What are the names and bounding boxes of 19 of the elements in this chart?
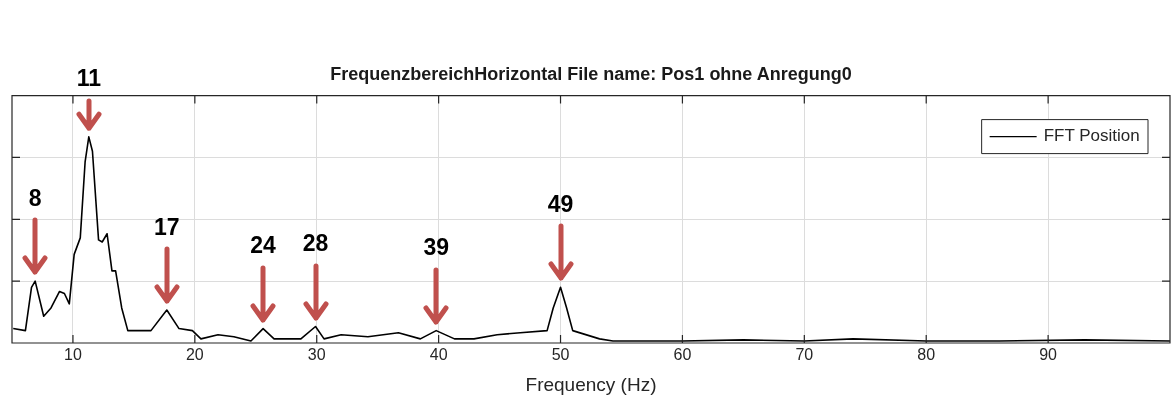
x-tick-label: 20 bbox=[185, 346, 204, 364]
x-tick-label: 90 bbox=[1039, 346, 1058, 364]
x-tick-label: 40 bbox=[429, 346, 448, 364]
legend-label: FFT Position bbox=[1043, 126, 1140, 146]
x-axis-title: Frequency (Hz) bbox=[525, 373, 657, 395]
x-tick-label: 30 bbox=[307, 346, 326, 364]
chart-title: FrequenzbereichHorizontal File name: Pos1 ohne Anregung0 bbox=[330, 63, 852, 84]
annotation: 28 bbox=[302, 230, 329, 257]
x-tick-label: 60 bbox=[673, 346, 692, 364]
annotation: 39 bbox=[423, 234, 449, 261]
x-tick-label: 80 bbox=[917, 346, 936, 364]
x-tick-label: 50 bbox=[551, 346, 570, 364]
annotation: 17 bbox=[154, 213, 180, 240]
x-tick-label: 10 bbox=[64, 346, 82, 364]
annotation: 24 bbox=[250, 232, 277, 259]
annotation: 49 bbox=[547, 191, 574, 218]
annotation: 8 bbox=[28, 184, 42, 211]
annotation: 11 bbox=[76, 65, 102, 92]
x-tick-label: 70 bbox=[795, 346, 814, 364]
